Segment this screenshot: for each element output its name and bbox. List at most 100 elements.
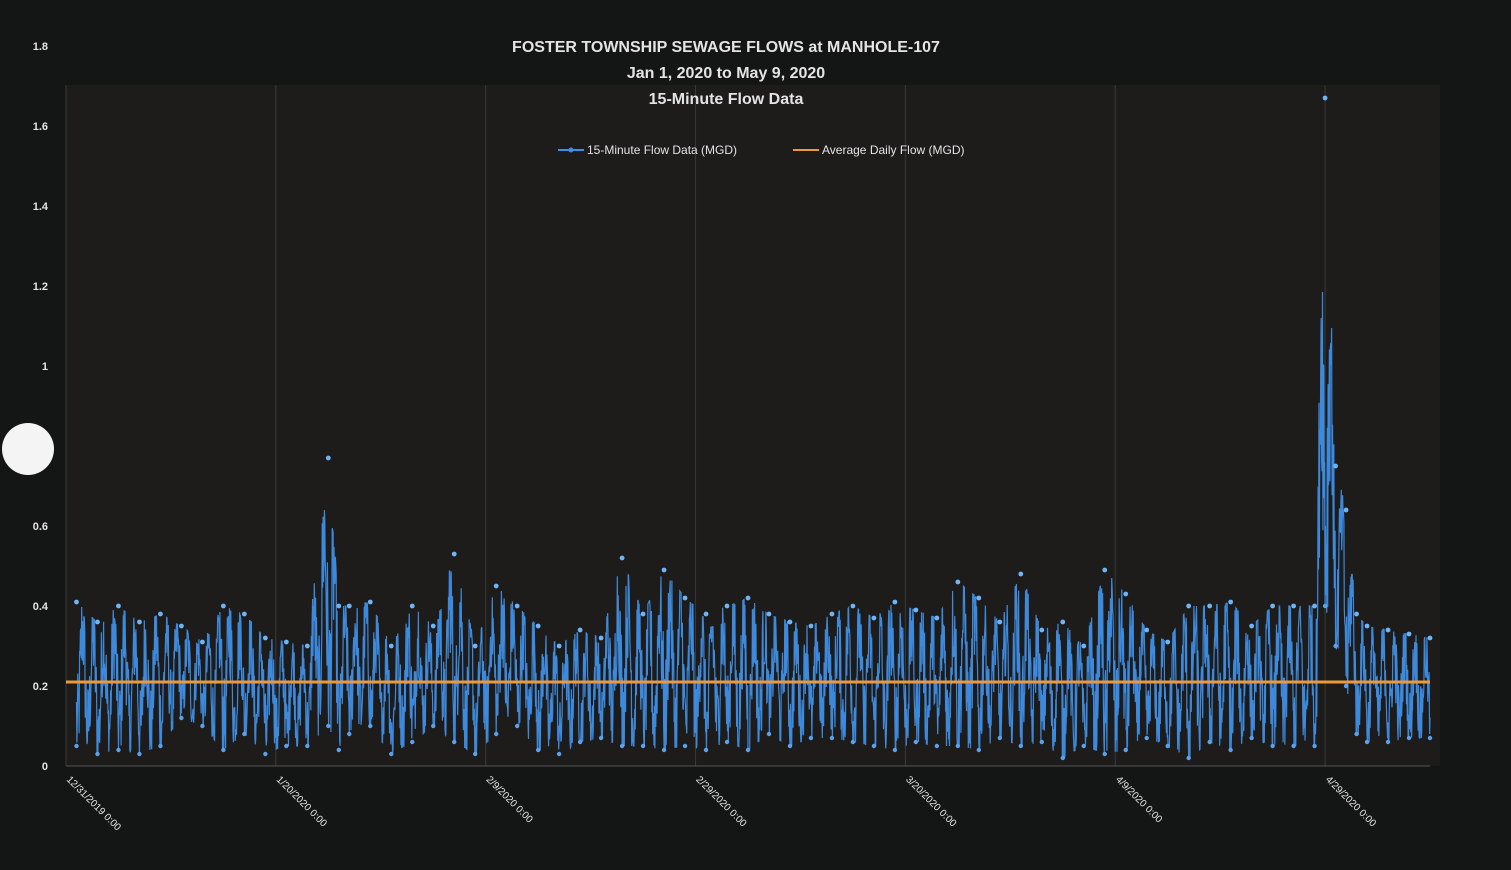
flow-low-point [263, 751, 268, 757]
flow-peak-point [1343, 507, 1349, 513]
flow-peak-point [619, 555, 625, 561]
flow-peak-point [1018, 571, 1024, 577]
flow-peak-point [1144, 627, 1150, 633]
flow-peak-point [1427, 635, 1433, 641]
flow-low-point [619, 743, 625, 749]
flow-peak-point [1081, 643, 1087, 649]
flow-peak-point [703, 611, 709, 617]
flow-low-point [514, 723, 520, 729]
flow-peak-point [1291, 603, 1296, 609]
flow-low-point [892, 747, 898, 753]
flow-peak-point [388, 643, 394, 649]
flow-low-point [1039, 739, 1044, 745]
flow-low-point [1144, 735, 1149, 741]
flow-peak-point [661, 567, 667, 573]
y-tick-label: 1.2 [33, 281, 48, 293]
flow-peak-point [766, 611, 772, 617]
flow-peak-point [787, 619, 793, 625]
flow-low-point [1165, 743, 1170, 749]
flow-low-point [221, 747, 226, 753]
flow-low-point [179, 715, 184, 721]
flow-peak-point [283, 639, 289, 645]
flow-low-point [1249, 735, 1254, 741]
flow-low-point [1102, 751, 1107, 757]
flow-peak-point [1249, 623, 1255, 629]
flow-low-point [74, 743, 79, 749]
flow-peak-point [892, 599, 898, 605]
flow-low-point [955, 743, 961, 749]
flow-low-point [997, 735, 1003, 741]
flow-peak-point [1228, 599, 1234, 605]
flow-low-point [305, 743, 310, 749]
legend: 15-Minute Flow Data (MGD) Average Daily F… [558, 143, 964, 157]
flow-low-point [724, 739, 730, 745]
flow-low-point [493, 731, 499, 737]
flow-peak-point [1322, 95, 1328, 101]
flow-low-point [1291, 743, 1296, 749]
flow-peak-point [179, 623, 184, 629]
chart-title: FOSTER TOWNSHIP SEWAGE FLOWS at MANHOLE-… [512, 39, 940, 108]
flow-low-point [158, 743, 163, 749]
flow-low-point [1186, 755, 1191, 761]
flow-peak-point [829, 611, 835, 617]
flow-low-point [745, 747, 751, 753]
y-tick-label: 1.8 [33, 41, 48, 53]
flow-low-point [871, 743, 877, 749]
flow-peak-point [325, 455, 331, 461]
flow-peak-point [997, 619, 1003, 625]
flow-low-point [95, 751, 100, 757]
flow-line [75, 291, 1431, 759]
flow-peak-point [1186, 603, 1192, 609]
flow-low-point [1123, 747, 1128, 753]
flow-peak-point [724, 603, 730, 609]
flow-peak-point [336, 603, 342, 609]
flow-peak-point [241, 611, 247, 617]
flow-peak-point [745, 595, 751, 601]
flow-low-point [347, 731, 352, 737]
flow-low-point [766, 731, 772, 737]
flow-low-point [452, 739, 457, 745]
flow-low-point [1385, 739, 1391, 745]
flow-low-point [431, 723, 436, 729]
chart-title-line: FOSTER TOWNSHIP SEWAGE FLOWS at MANHOLE-… [512, 39, 940, 56]
flow-low-point [473, 751, 478, 757]
flow-low-point [661, 747, 667, 753]
flow-low-point [1333, 643, 1338, 649]
flow-peak-point [535, 623, 541, 629]
flow-low-point [976, 747, 982, 753]
flow-peak-point [577, 627, 583, 633]
flow-peak-point [1333, 463, 1338, 469]
flow-peak-point [220, 603, 226, 609]
flow-low-point [284, 743, 289, 749]
flow-peak-point [850, 603, 856, 609]
flow-low-point [703, 747, 709, 753]
flow-low-point [787, 743, 793, 749]
flow-low-point [1207, 739, 1212, 745]
flow-peak-point [808, 623, 814, 629]
flow-low-point [556, 751, 562, 757]
flow-peak-point [976, 595, 982, 601]
flow-peak-point [409, 603, 415, 609]
flow-peak-point [451, 551, 457, 557]
flow-peak-point [682, 595, 688, 601]
flow-peak-point [158, 611, 163, 617]
flow-low-point [116, 747, 121, 753]
flow-low-point [1270, 743, 1275, 749]
flow-peak-point [74, 599, 79, 605]
flow-low-point [1322, 603, 1328, 609]
flow-peak-point [1312, 603, 1317, 609]
y-tick-label: 0.2 [33, 681, 48, 693]
legend-label-flow: 15-Minute Flow Data (MGD) [587, 143, 737, 157]
y-tick-label: 0.6 [33, 521, 48, 533]
flow-peak-point [1406, 631, 1412, 637]
flow-peak-point [262, 635, 268, 641]
y-tick-label: 1 [42, 361, 48, 373]
y-tick-label: 1.4 [33, 201, 49, 213]
flow-low-point [336, 747, 341, 753]
flow-low-point [242, 731, 247, 737]
flow-peak-point [913, 607, 919, 613]
chart-title-line: 15-Minute Flow Data [649, 91, 804, 108]
flow-low-point [1312, 743, 1317, 749]
